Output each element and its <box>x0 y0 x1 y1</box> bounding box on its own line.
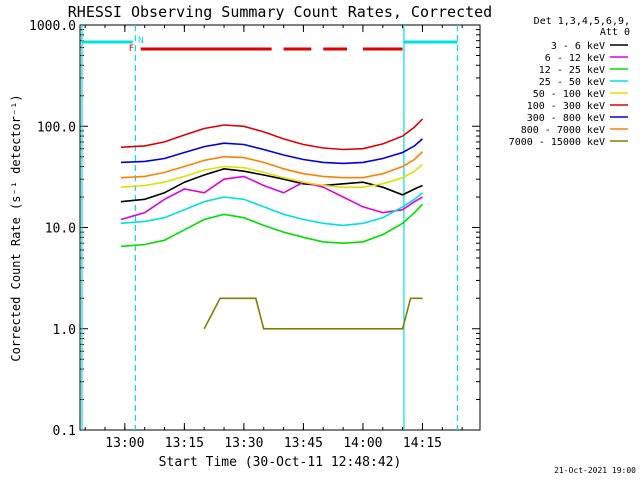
y-tick-label: 1.0 <box>53 323 76 338</box>
x-tick-label: 13:45 <box>284 436 323 451</box>
y-tick-label: 10.0 <box>45 222 76 237</box>
y-axis-label: Corrected Count Rate (s⁻¹ detector⁻¹) <box>9 94 23 361</box>
series-line <box>120 138 424 165</box>
legend-label: 300 - 800 keV <box>527 113 605 124</box>
legend-label: 12 - 25 keV <box>539 65 605 76</box>
flag-label: N <box>138 36 143 46</box>
legend-label: 100 - 300 keV <box>527 101 605 112</box>
series-line <box>120 175 423 221</box>
x-tick-label: 14:00 <box>343 436 382 451</box>
y-tick-label: 100.0 <box>37 120 76 135</box>
series-line <box>120 192 424 227</box>
x-tick-label: 13:00 <box>105 436 144 451</box>
flag-label: F <box>129 44 134 54</box>
legend-label: 800 - 7000 keV <box>521 125 605 136</box>
y-tick-label: 0.1 <box>53 424 76 439</box>
x-axis-label: Start Time (30-Oct-11 12:48:42) <box>159 455 402 470</box>
plot-frame <box>79 24 481 431</box>
annotation-layer: NF <box>81 25 459 430</box>
series-layer <box>120 118 424 330</box>
series-line <box>120 163 424 188</box>
series-line <box>120 151 424 179</box>
legend-label: 6 - 12 keV <box>545 53 605 64</box>
legend-label: 25 - 50 keV <box>539 77 605 88</box>
legend-label: 50 - 100 keV <box>533 89 605 100</box>
legend-label: 7000 - 15000 keV <box>509 137 605 148</box>
series-line <box>120 203 424 248</box>
labels-layer: RHESSI Observing Summary Count Rates, Co… <box>9 3 636 475</box>
series-line <box>203 297 423 330</box>
chart-title: RHESSI Observing Summary Count Rates, Co… <box>68 3 492 21</box>
x-tick-label: 13:15 <box>165 436 204 451</box>
plot-frame-group <box>79 24 481 431</box>
legend-label: 3 - 6 keV <box>551 41 605 52</box>
legend-header: Att 0 <box>600 27 630 38</box>
y-tick-label: 1000.0 <box>29 19 76 34</box>
axis-ticks: 13:00 13:15 13:30 13:45 14:00 14:15 0.1 1.0 10.0… <box>29 19 480 451</box>
footer-date: 21-Oct-2021 19:00 <box>554 466 636 475</box>
x-tick-label: 14:15 <box>403 436 442 451</box>
series-line <box>120 167 423 203</box>
legend-header: Det 1,3,4,5,6,9, <box>534 16 630 27</box>
series-line <box>120 118 424 151</box>
x-tick-label: 13:30 <box>224 436 263 451</box>
